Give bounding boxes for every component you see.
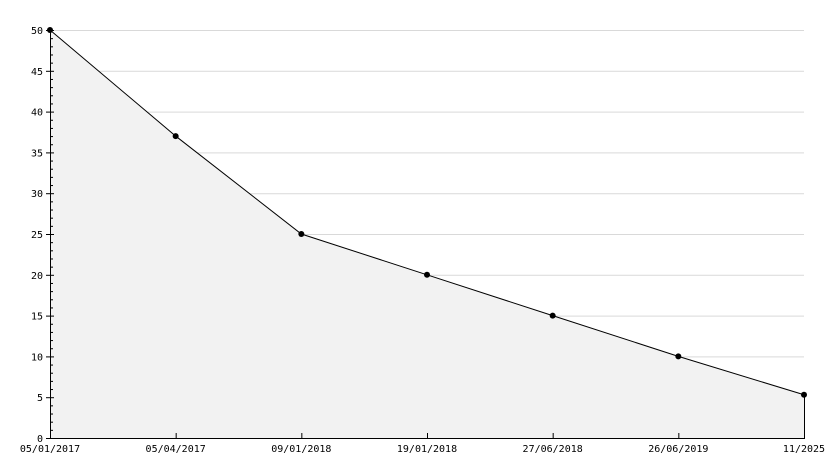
y-tick-label: 15 [31,312,43,323]
y-tick-label: 45 [31,67,43,78]
x-tick-label: 27/06/2018 [523,444,583,455]
x-tick-label: 19/01/2018 [397,444,457,455]
data-point [47,27,53,33]
y-tick-label: 0 [37,434,43,445]
data-point [549,312,556,319]
y-tick-label: 40 [31,108,43,119]
x-tick-label: 05/04/2017 [146,444,206,455]
data-point [801,391,807,398]
x-tick-label: 09/01/2018 [271,444,331,455]
y-tick-label: 30 [31,189,43,200]
x-tick-label: 26/06/2019 [648,444,708,455]
data-point [298,231,305,237]
x-tick-label: 05/01/2017 [20,444,80,455]
data-point [172,133,179,140]
y-tick-label: 25 [31,230,43,241]
data-point [675,353,682,360]
y-tick-label: 10 [31,352,43,363]
y-tick-label: 20 [31,271,43,282]
data-point [424,271,430,278]
y-tick-label: 35 [31,148,43,159]
y-tick-label: 50 [31,26,43,37]
y-tick-label: 5 [37,393,43,404]
x-tick-label: 11/2025 [783,444,825,455]
